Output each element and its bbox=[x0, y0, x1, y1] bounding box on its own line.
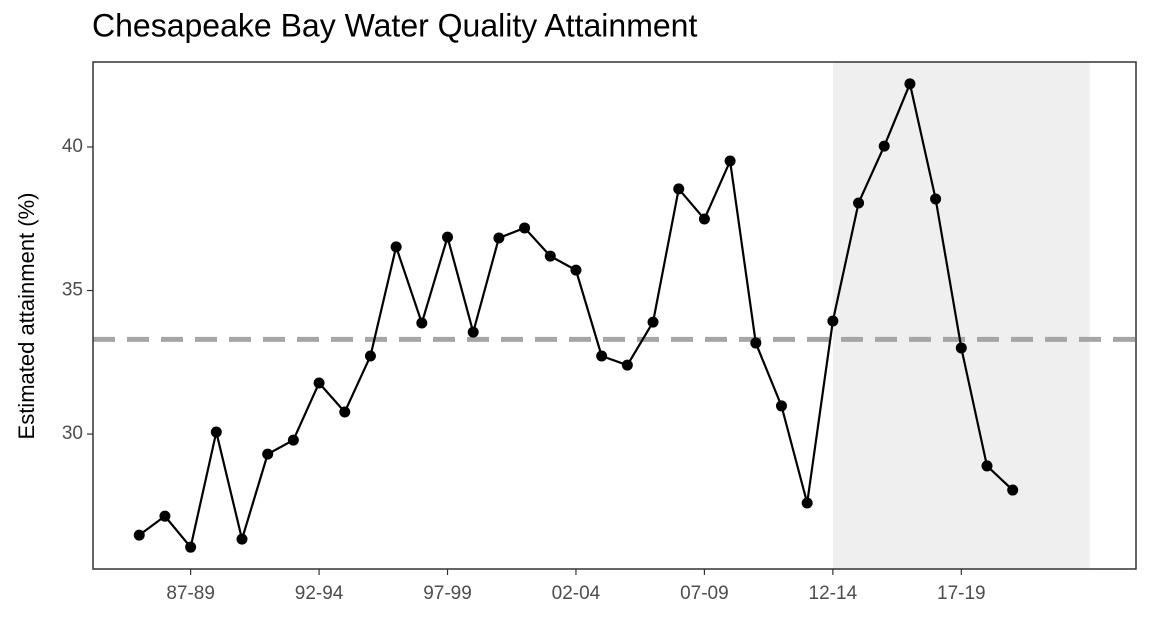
x-tick-label: 07-09 bbox=[680, 583, 729, 604]
data-point bbox=[981, 460, 993, 472]
data-point bbox=[442, 231, 454, 243]
data-point bbox=[467, 326, 479, 338]
data-point bbox=[750, 337, 762, 349]
x-tick-label: 92-94 bbox=[295, 583, 344, 604]
data-point bbox=[673, 183, 685, 195]
x-tick-label: 12-14 bbox=[809, 583, 858, 604]
data-point bbox=[390, 241, 402, 253]
data-point bbox=[519, 222, 531, 234]
data-point bbox=[313, 377, 325, 389]
y-axis-title: Estimated attainment (%) bbox=[14, 193, 39, 440]
data-point bbox=[878, 140, 890, 152]
x-tick-label: 87-89 bbox=[166, 583, 215, 604]
data-point bbox=[827, 315, 839, 327]
data-point bbox=[133, 529, 145, 541]
data-point bbox=[853, 197, 865, 209]
data-point bbox=[210, 426, 222, 438]
data-point bbox=[724, 155, 736, 167]
data-point bbox=[493, 232, 505, 244]
data-point bbox=[955, 342, 967, 354]
data-point bbox=[698, 213, 710, 225]
data-point bbox=[287, 434, 299, 446]
x-tick-label: 17-19 bbox=[937, 583, 986, 604]
data-point bbox=[775, 400, 787, 412]
y-tick-label: 30 bbox=[62, 423, 83, 444]
data-point bbox=[364, 350, 376, 362]
data-point bbox=[544, 250, 556, 262]
data-point bbox=[236, 533, 248, 545]
x-tick-label: 97-99 bbox=[423, 583, 472, 604]
data-point bbox=[621, 359, 633, 371]
data-point bbox=[185, 541, 197, 553]
data-point bbox=[904, 78, 916, 90]
data-point bbox=[647, 316, 659, 328]
data-point bbox=[159, 510, 171, 522]
x-tick-label: 02-04 bbox=[552, 583, 601, 604]
data-point bbox=[801, 497, 813, 509]
y-tick-label: 35 bbox=[62, 280, 83, 301]
data-point bbox=[416, 317, 428, 329]
plot-border bbox=[92, 61, 1137, 570]
data-point bbox=[570, 264, 582, 276]
data-point bbox=[930, 193, 942, 205]
shaded-region bbox=[832, 62, 1090, 569]
data-point bbox=[262, 448, 274, 460]
data-point bbox=[339, 406, 351, 418]
data-point bbox=[1007, 484, 1019, 496]
chart-title: Chesapeake Bay Water Quality Attainment bbox=[92, 7, 697, 43]
y-tick-label: 40 bbox=[62, 136, 83, 157]
data-point bbox=[596, 350, 608, 362]
